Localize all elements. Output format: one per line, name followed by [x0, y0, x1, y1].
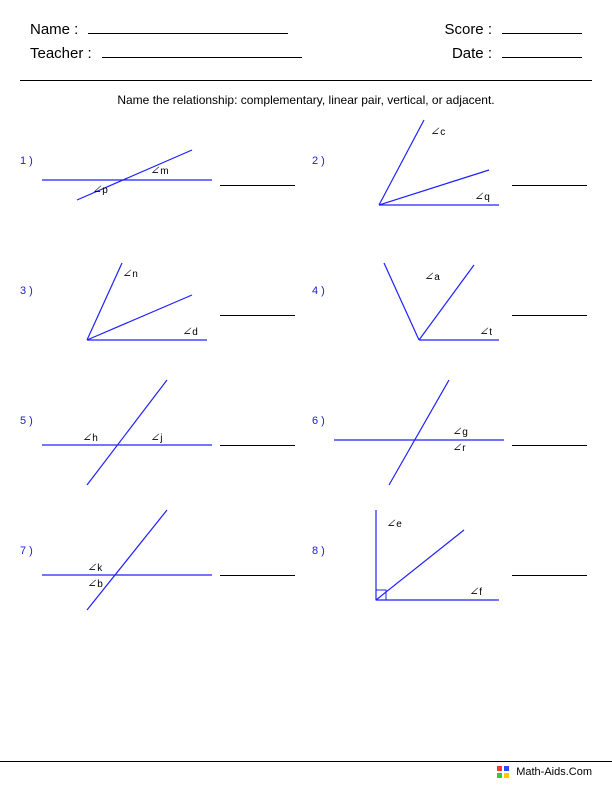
- score-label: Score :: [444, 21, 492, 38]
- problem-number: 3 ): [20, 245, 42, 297]
- diagram: ∠g ∠r: [334, 375, 504, 485]
- answer-line[interactable]: [220, 445, 295, 446]
- problem-number: 1 ): [20, 115, 42, 167]
- problem: 1 ) ∠m ∠p: [20, 115, 300, 225]
- angle-label: ∠f: [469, 585, 482, 598]
- diagram: ∠c ∠q: [334, 115, 504, 225]
- problem-row: 1 ) ∠m ∠p 2 ) ∠c ∠q: [20, 115, 592, 225]
- answer-line[interactable]: [512, 445, 587, 446]
- angle-label: ∠t: [479, 325, 492, 338]
- header-row-2: Teacher : Date :: [30, 44, 582, 62]
- header: Name : Score : Teacher : Date :: [0, 0, 612, 76]
- angle-label: ∠d: [182, 325, 198, 338]
- angle-label: ∠b: [87, 577, 103, 590]
- problems-container: 1 )∠m∠p2 )∠c∠q3 )∠n∠d4 )∠a∠t5 )∠h∠j6 )∠g…: [0, 115, 612, 615]
- angle-label: ∠q: [474, 190, 490, 203]
- problem-row: 3 ) ∠n ∠d 4 ) ∠a ∠t: [20, 245, 592, 355]
- name-field: Name :: [30, 20, 288, 38]
- problem: 7 ) ∠k ∠b: [20, 505, 300, 615]
- problem-number: 5 ): [20, 375, 42, 427]
- angle-label: ∠c: [430, 125, 445, 138]
- problem: 2 ) ∠c ∠q: [312, 115, 592, 225]
- answer-line[interactable]: [512, 575, 587, 576]
- angle-label: ∠e: [386, 517, 402, 530]
- answer-line[interactable]: [220, 185, 295, 186]
- footer: Math-Aids.Com: [0, 761, 612, 778]
- problem-number: 4 ): [312, 245, 334, 297]
- angle-label: ∠h: [82, 431, 98, 444]
- name-label: Name :: [30, 21, 78, 38]
- angle-label: ∠a: [424, 270, 440, 283]
- problem: 5 ) ∠h ∠j: [20, 375, 300, 485]
- footer-text: Math-Aids.Com: [516, 766, 592, 778]
- name-input-line[interactable]: [88, 20, 288, 34]
- angle-label: ∠g: [452, 425, 468, 438]
- problem-number: 8 ): [312, 505, 334, 557]
- teacher-field: Teacher :: [30, 44, 302, 62]
- answer-line[interactable]: [220, 575, 295, 576]
- diagram: ∠n ∠d: [42, 245, 212, 355]
- problem: 3 ) ∠n ∠d: [20, 245, 300, 355]
- angle-label: ∠p: [92, 183, 108, 196]
- problem-row: 7 ) ∠k ∠b 8 ) ∠e ∠f: [20, 505, 592, 615]
- problem: 8 ) ∠e ∠f: [312, 505, 592, 615]
- angle-label: ∠n: [122, 267, 138, 280]
- date-field: Date :: [452, 44, 582, 62]
- diagram: ∠e ∠f: [334, 505, 504, 615]
- problem-row: 5 ) ∠h ∠j 6 ) ∠g ∠r: [20, 375, 592, 485]
- date-label: Date :: [452, 45, 492, 62]
- angle-label: ∠j: [150, 431, 162, 444]
- answer-line[interactable]: [220, 315, 295, 316]
- teacher-input-line[interactable]: [102, 44, 302, 58]
- diagram: ∠k ∠b: [42, 505, 212, 615]
- answer-line[interactable]: [512, 185, 587, 186]
- angle-label: ∠r: [452, 441, 466, 454]
- teacher-label: Teacher :: [30, 45, 92, 62]
- diagram: ∠m ∠p: [42, 115, 212, 225]
- angle-label: ∠k: [87, 561, 102, 574]
- header-row-1: Name : Score :: [30, 20, 582, 38]
- header-divider: [20, 80, 592, 81]
- problem-number: 2 ): [312, 115, 334, 167]
- footer-logo-icon: [497, 766, 509, 778]
- instructions: Name the relationship: complementary, li…: [0, 93, 612, 107]
- problem: 6 ) ∠g ∠r: [312, 375, 592, 485]
- problem-number: 6 ): [312, 375, 334, 427]
- problem: 4 ) ∠a ∠t: [312, 245, 592, 355]
- answer-line[interactable]: [512, 315, 587, 316]
- score-field: Score :: [444, 20, 582, 38]
- angle-label: ∠m: [150, 164, 169, 177]
- problem-number: 7 ): [20, 505, 42, 557]
- date-input-line[interactable]: [502, 44, 582, 58]
- diagram: ∠h ∠j: [42, 375, 212, 485]
- score-input-line[interactable]: [502, 20, 582, 34]
- diagram: ∠a ∠t: [334, 245, 504, 355]
